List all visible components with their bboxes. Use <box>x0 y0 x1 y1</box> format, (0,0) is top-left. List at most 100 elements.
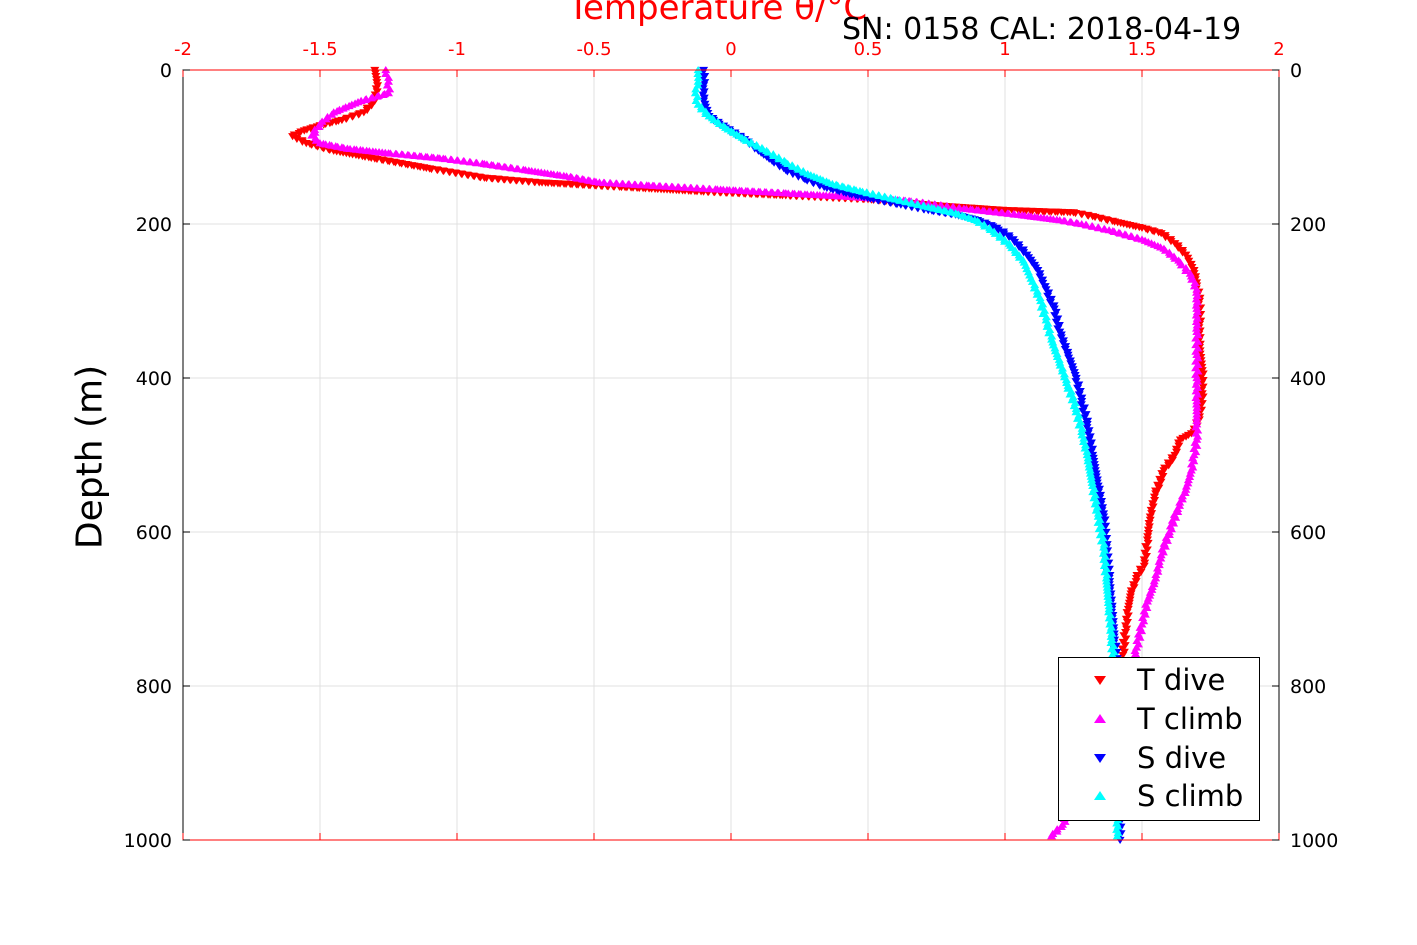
data-point <box>1077 427 1087 436</box>
data-point <box>1103 592 1113 600</box>
data-point <box>1087 478 1097 486</box>
legend-marker-s-dive <box>1094 754 1106 763</box>
y-tick-label-left: 800 <box>136 676 172 698</box>
data-point <box>327 110 337 118</box>
data-point <box>1156 551 1166 559</box>
data-point <box>1086 472 1096 480</box>
data-point <box>868 190 878 198</box>
data-point <box>1118 652 1128 660</box>
data-point <box>1192 288 1202 296</box>
data-point <box>763 148 773 156</box>
data-point <box>1192 304 1202 312</box>
data-point <box>1094 224 1104 232</box>
data-point <box>1041 312 1051 321</box>
data-point <box>1130 646 1140 654</box>
data-point <box>1167 456 1177 465</box>
data-point <box>1113 828 1123 837</box>
y-tick-label-left: 200 <box>136 214 172 236</box>
data-point <box>993 226 1003 234</box>
data-point <box>466 158 476 166</box>
legend-label-t-dive: T dive <box>1137 663 1226 697</box>
data-point <box>1000 237 1010 245</box>
data-point <box>980 222 990 230</box>
legend-label-s-dive: S dive <box>1137 741 1227 775</box>
x-tick-label: -1 <box>448 39 466 60</box>
data-point <box>1145 588 1155 596</box>
legend-marker-t-dive <box>1094 676 1106 685</box>
data-point <box>769 151 779 159</box>
data-point <box>1106 632 1116 640</box>
data-point <box>1080 441 1090 449</box>
data-point <box>696 105 706 113</box>
data-point <box>459 157 469 165</box>
data-point <box>1192 314 1202 322</box>
chart-title: Temperature θ/°C <box>568 0 868 28</box>
data-point <box>1082 221 1092 229</box>
data-point <box>1102 586 1112 594</box>
legend: T dive T climb S dive S climb <box>1058 657 1260 821</box>
legend-item-s-dive: S dive <box>1059 739 1259 777</box>
data-point <box>1087 475 1097 483</box>
x-tick-label: 2 <box>1273 39 1284 60</box>
y-tick-label-right: 1000 <box>1290 830 1338 852</box>
data-point <box>447 155 457 163</box>
data-point <box>453 156 463 164</box>
data-point <box>936 201 946 209</box>
data-point <box>1192 321 1202 329</box>
data-point <box>1191 324 1201 332</box>
data-point <box>385 85 395 93</box>
data-point <box>1088 222 1098 230</box>
data-point <box>1010 238 1020 247</box>
data-point <box>1102 571 1112 579</box>
data-point <box>1047 832 1057 840</box>
data-point <box>1181 485 1191 493</box>
data-point <box>693 77 703 85</box>
data-point <box>1152 564 1162 572</box>
data-point <box>1079 434 1089 442</box>
data-point <box>1160 234 1170 242</box>
data-point <box>1190 278 1200 287</box>
y-tick-label-left: 400 <box>136 368 172 390</box>
x-tick-label: -1.5 <box>302 39 337 60</box>
data-point <box>1102 577 1112 585</box>
data-point <box>1054 355 1064 363</box>
data-point <box>1077 424 1087 432</box>
data-point <box>693 73 703 81</box>
x-tick-label: 0 <box>725 39 736 60</box>
data-point <box>691 85 701 93</box>
data-point <box>1030 280 1040 289</box>
y-tick-label-right: 400 <box>1290 368 1326 390</box>
data-point <box>1166 238 1176 246</box>
y-axis-label: Depth (m) <box>69 364 111 550</box>
data-point <box>1107 629 1117 637</box>
data-point <box>1192 397 1202 405</box>
data-point <box>1071 404 1081 412</box>
y-tick-label-left: 1000 <box>124 830 172 852</box>
legend-marker-s-climb <box>1094 791 1106 800</box>
data-point <box>1085 469 1095 477</box>
x-tick-label: 0.5 <box>854 39 883 60</box>
data-point <box>1050 344 1060 352</box>
data-point <box>384 73 394 81</box>
data-point <box>1192 373 1202 382</box>
chart-subtitle: SN: 0158 CAL: 2018-04-19 <box>842 12 1242 47</box>
data-point <box>1032 287 1042 295</box>
data-point <box>1191 393 1201 401</box>
legend-item-t-dive: T dive <box>1059 661 1259 699</box>
data-point <box>693 69 703 77</box>
x-tick-label: -0.5 <box>576 39 611 60</box>
y-tick-label-right: 0 <box>1290 60 1302 82</box>
legend-marker-t-climb <box>1094 714 1106 723</box>
y-tick-label-right: 600 <box>1290 522 1326 544</box>
data-point <box>949 203 959 211</box>
data-point <box>1192 400 1202 408</box>
data-point <box>990 229 1000 237</box>
data-point <box>1186 272 1196 280</box>
data-point <box>1192 291 1202 300</box>
y-tick-label-right: 200 <box>1290 214 1326 236</box>
data-point <box>774 155 784 163</box>
data-point <box>874 191 884 200</box>
data-point <box>1191 295 1201 303</box>
y-axis-ticks: 0 0 200 200 400 400 600 600 800 800 1000 1000 <box>124 60 1339 852</box>
